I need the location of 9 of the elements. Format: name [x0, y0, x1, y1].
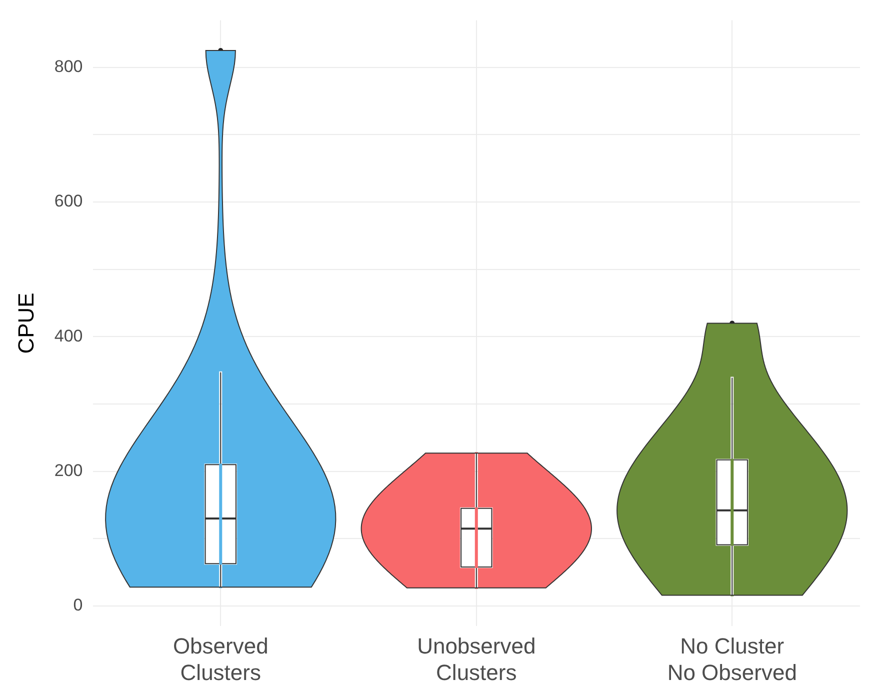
x-tick-label: Observed Clusters — [172, 633, 268, 685]
y-tick-label: 800 — [54, 57, 83, 76]
y-tick-label: 200 — [54, 461, 83, 480]
y-axis-title: CPUE — [13, 292, 38, 354]
x-tick-label: Unobserved Clusters — [417, 633, 536, 685]
x-tick-label: No Cluster No Observed — [667, 633, 797, 685]
y-tick-label: 0 — [73, 596, 83, 615]
y-tick-label: 400 — [54, 326, 83, 346]
y-tick-label: 600 — [54, 192, 83, 211]
